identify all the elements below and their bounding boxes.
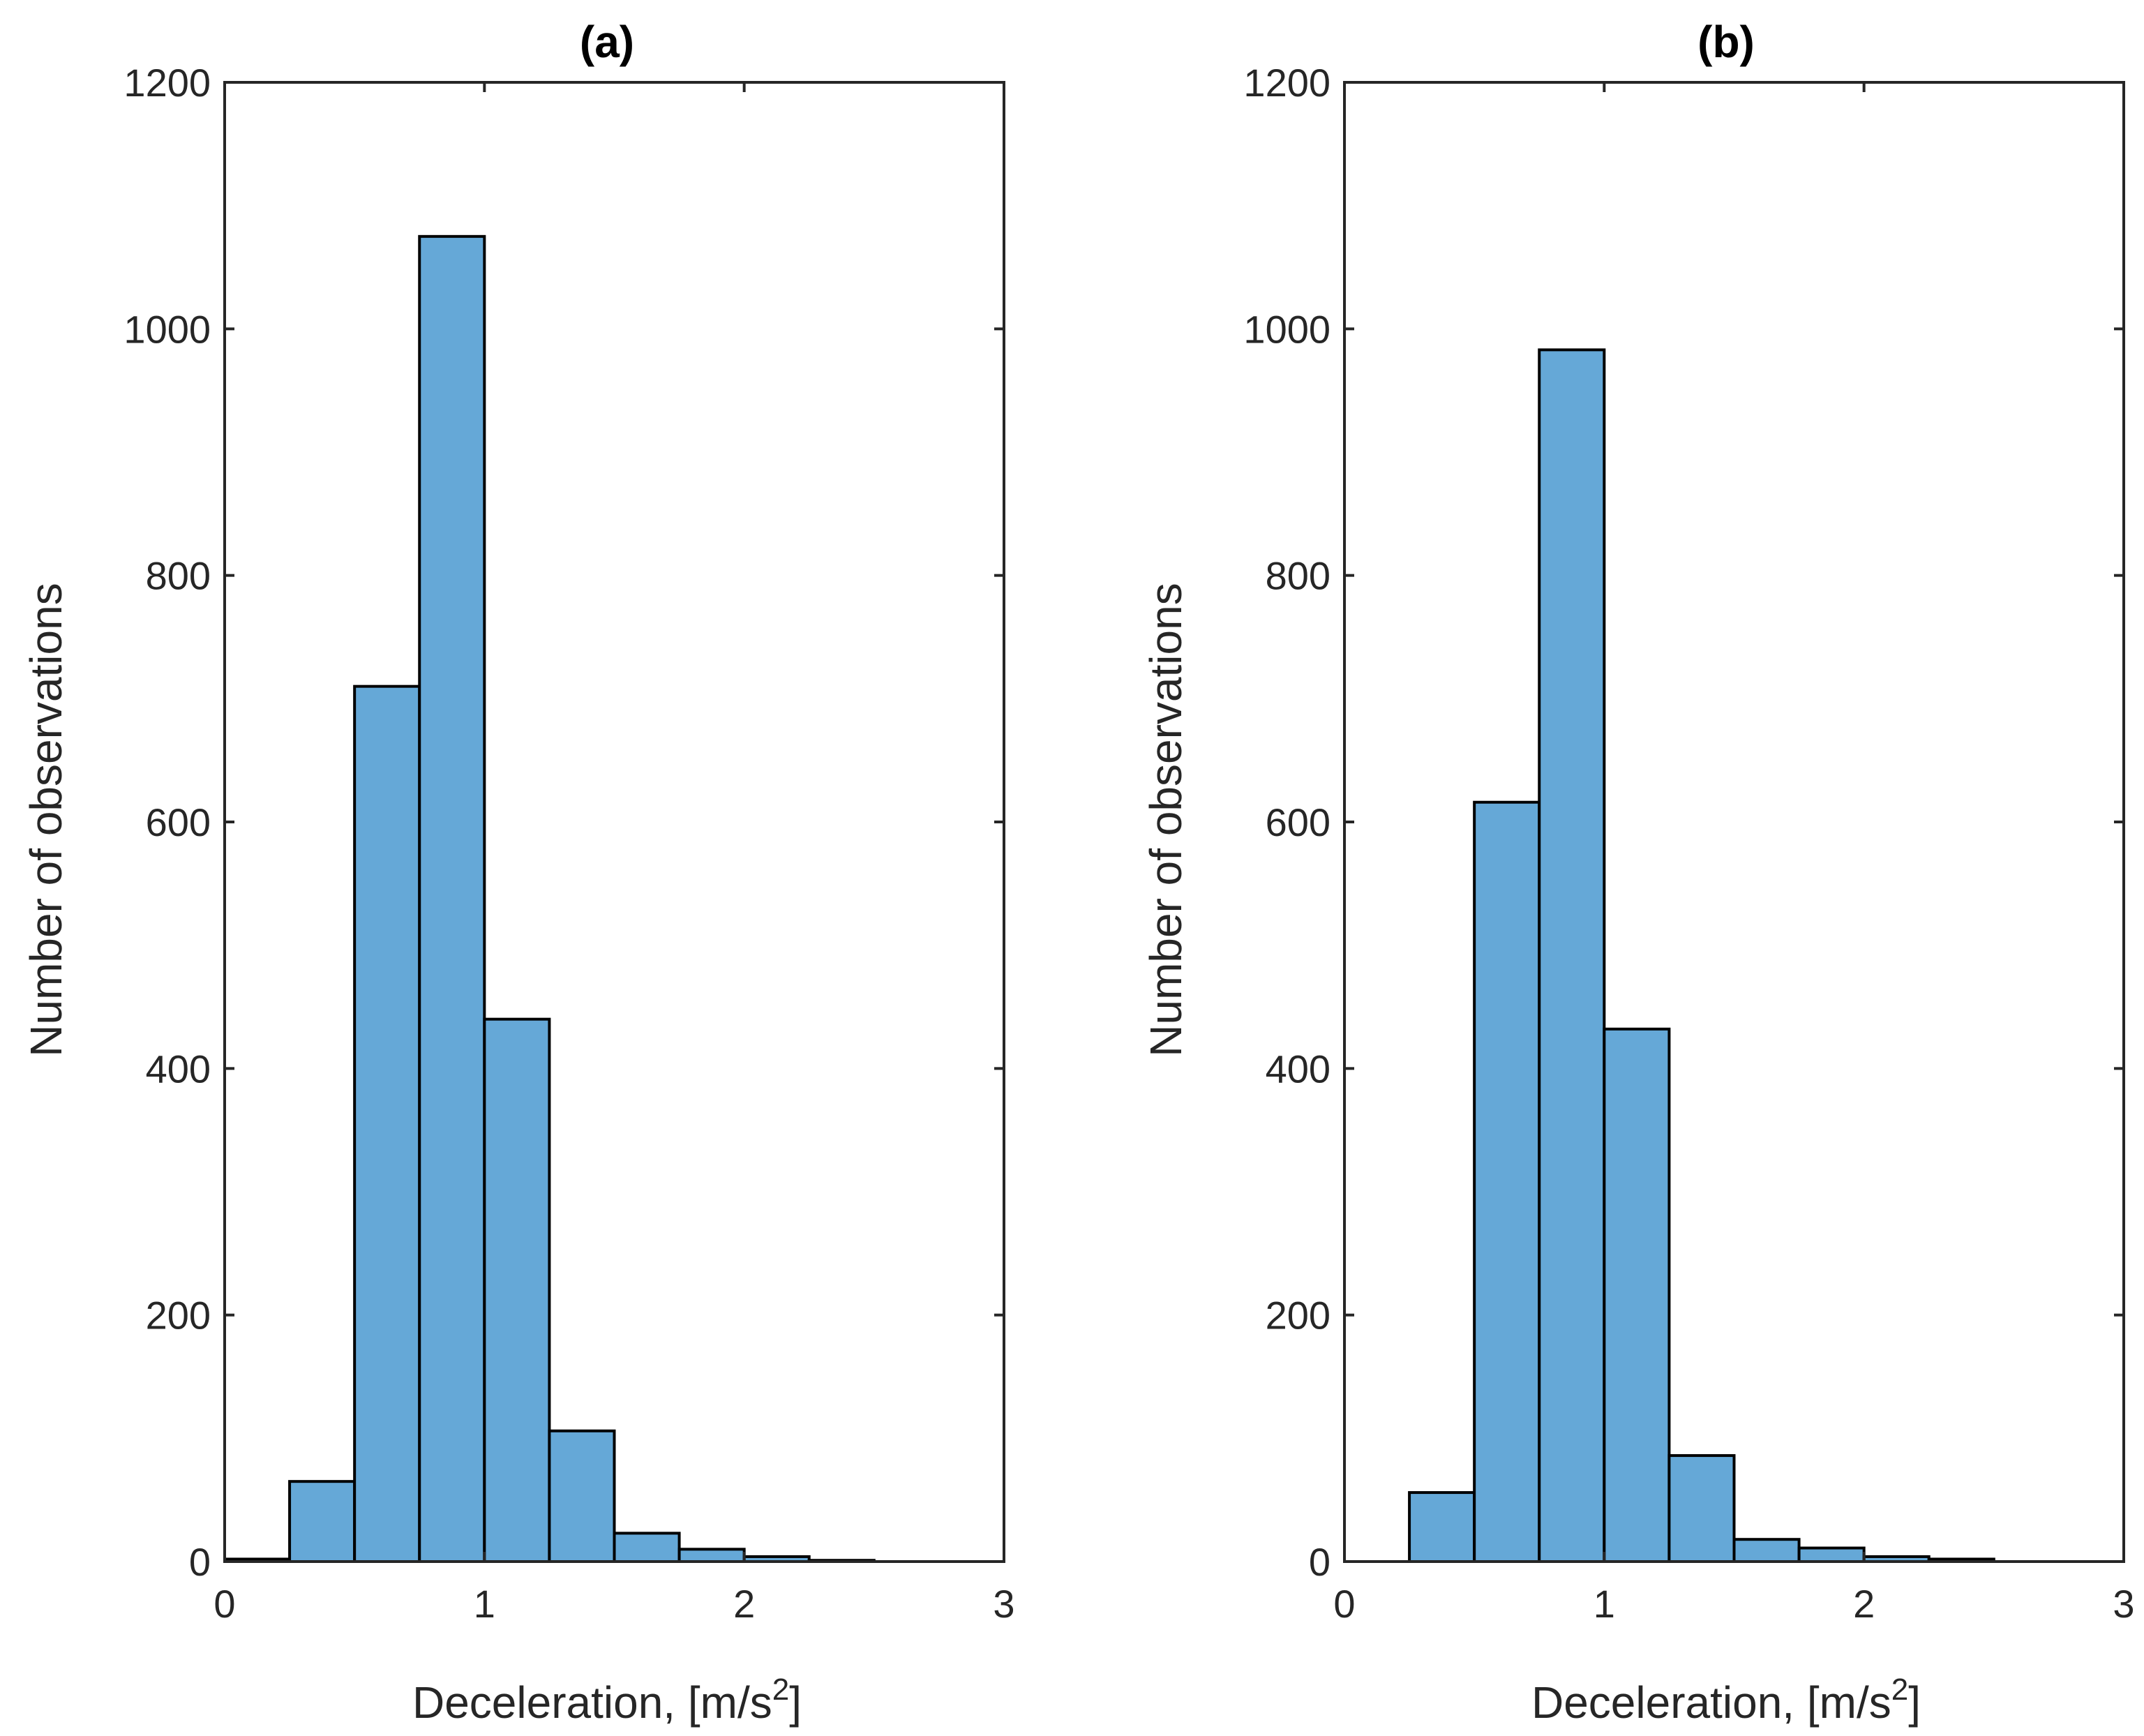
panel-b-ylabel: Number of observations [1141,583,1191,1056]
panel-a-bar-6 [613,1532,681,1564]
panel-a-xtick-label-2: 2 [733,1582,755,1626]
panel-b-bar-1 [1473,800,1541,1563]
panel-a-bar-7 [677,1548,746,1563]
panel-b-bar-4 [1667,1454,1736,1563]
panel-a-plot-area: 0 200 400 600 800 1000 1200 0 1 2 3 [123,61,1014,1626]
panel-a-xlabel-sup: 2 [772,1673,789,1707]
panel-a-ytick-label-6: 1200 [123,61,211,105]
panel-a-bar-1 [288,1480,357,1564]
panel-b-bar-5 [1732,1538,1801,1563]
panel-a-xlabel-main: Deceleration, [m/s [412,1677,772,1728]
panel-b-bar-2 [1538,348,1606,1563]
panel-b-title: (b) [1697,17,1755,67]
panel-b-bar-0 [1408,1491,1476,1563]
panel-b-bar-6 [1797,1546,1866,1563]
panel-a-xtick-label-0: 0 [213,1582,235,1626]
panel-b-ytick-label-1: 200 [1266,1294,1330,1338]
panel-b-xlabel-sup: 2 [1891,1673,1908,1707]
panel-a-axes-box [223,81,1005,1563]
panel-a-xlabel-close: ] [789,1677,802,1728]
panel-a-bar-3 [418,234,486,1563]
panel-a-ytick-label-0: 0 [189,1540,211,1584]
panel-b-xtick-label-2: 2 [1853,1582,1875,1626]
panel-b-xtick-label-3: 3 [2113,1582,2134,1626]
panel-a-xlabel: Deceleration, [m/s2] [412,1673,802,1728]
panel-b-ytick-label-5: 1000 [1243,307,1330,351]
panel-a-ytick-label-5: 1000 [123,307,211,351]
panel-a-bar-4 [483,1017,551,1563]
panel-a-xtick-label-3: 3 [993,1582,1014,1626]
panel-a-ytick-label-2: 400 [146,1047,211,1091]
panel-b-ytick-label-0: 0 [1309,1540,1330,1584]
panel-a-ytick-label-1: 200 [146,1294,211,1338]
panel-a-ytick-label-4: 800 [146,554,211,598]
panel-b-xlabel: Deceleration, [m/s2] [1531,1673,1921,1728]
panel-b-xlabel-main: Deceleration, [m/s [1531,1677,1891,1728]
panel-b-axes-box [1343,81,2125,1563]
panel-b-ytick-label-2: 400 [1266,1047,1330,1091]
panel-b-bar-3 [1603,1027,1671,1564]
panel-b-xtick-label-1: 1 [1594,1582,1615,1626]
panel-b-xlabel-close: ] [1908,1677,1921,1728]
panel-b: (b) Number of observations Deceleration,… [1141,17,2135,1728]
panel-a-xtick-label-1: 1 [474,1582,495,1626]
panel-a-bar-2 [353,684,421,1564]
panel-b-ytick-label-4: 800 [1266,554,1330,598]
panel-a-bar-5 [548,1429,616,1564]
panel-b-ytick-label-3: 600 [1266,800,1330,844]
panel-b-plot-area: 0 200 400 600 800 1000 1200 0 1 2 3 [1243,61,2134,1626]
panel-a-ylabel: Number of observations [21,583,71,1056]
panel-b-xtick-label-0: 0 [1333,1582,1355,1626]
panel-b-ytick-label-6: 1200 [1243,61,1330,105]
panel-a: (a) Number of observations Deceleration,… [21,17,1015,1728]
panel-a-title: (a) [580,17,634,67]
panel-a-ytick-label-3: 600 [146,800,211,844]
